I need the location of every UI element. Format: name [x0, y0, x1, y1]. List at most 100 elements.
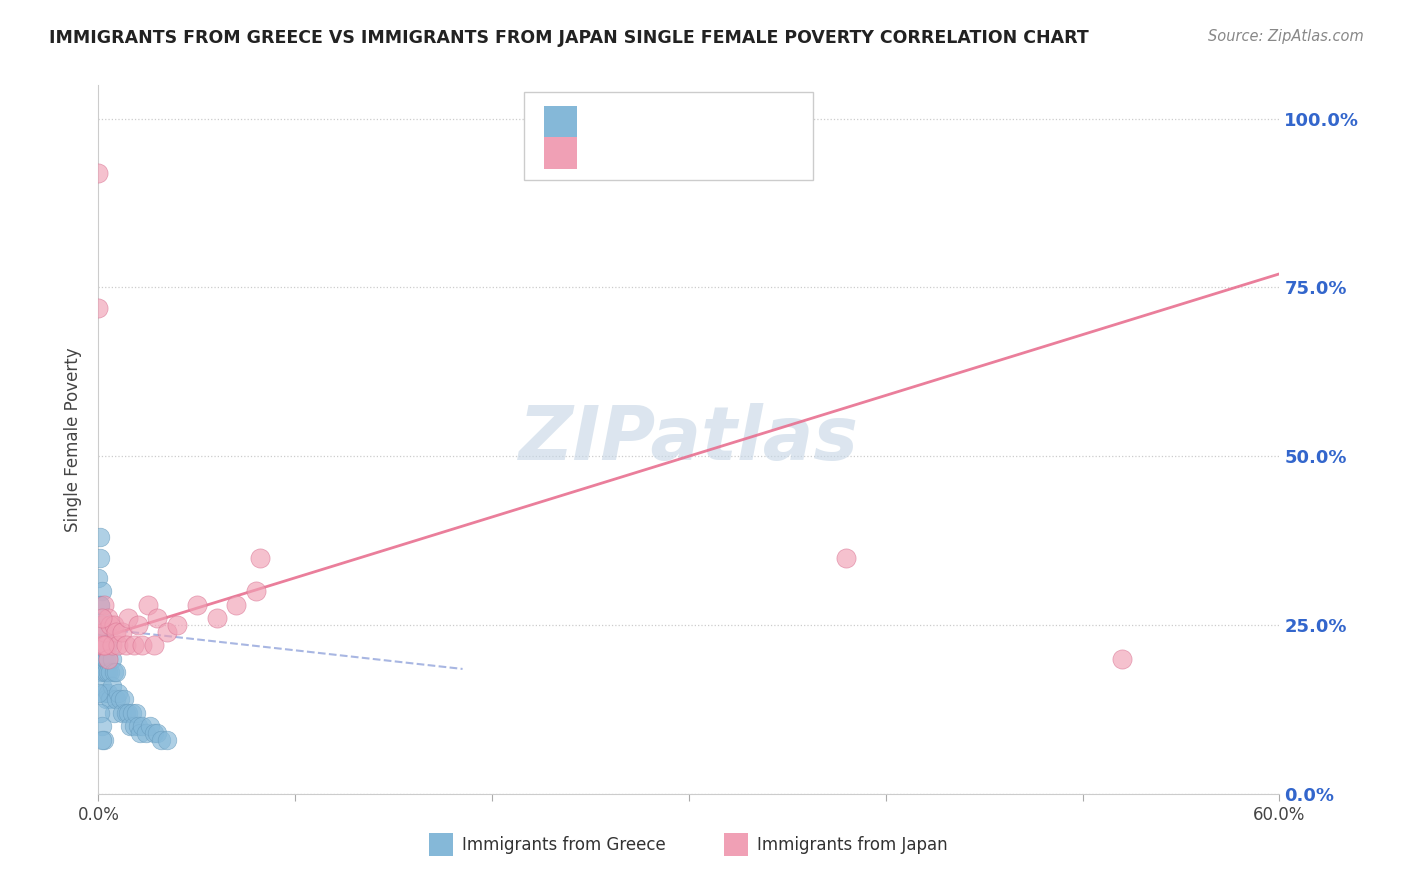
Text: IMMIGRANTS FROM GREECE VS IMMIGRANTS FROM JAPAN SINGLE FEMALE POVERTY CORRELATIO: IMMIGRANTS FROM GREECE VS IMMIGRANTS FRO…: [49, 29, 1090, 47]
Point: [131, 638, 153, 652]
Point: [97, 611, 120, 625]
Point: [98, 665, 121, 680]
Point: [97, 652, 120, 666]
Point: [111, 624, 134, 639]
Point: [89, 598, 111, 612]
Point: [97, 665, 120, 680]
Point: [96, 692, 118, 706]
Bar: [724, 833, 748, 855]
Point: [136, 598, 159, 612]
Point: [93, 598, 115, 612]
Point: [245, 584, 267, 599]
Text: N =: N =: [669, 112, 723, 132]
Point: [105, 665, 128, 680]
Point: [138, 719, 160, 733]
Point: [96, 665, 118, 680]
Text: -0.145: -0.145: [627, 112, 695, 132]
Text: Immigrants from Greece: Immigrants from Greece: [463, 836, 666, 854]
Point: [150, 732, 173, 747]
Point: [96, 638, 118, 652]
Point: [87, 638, 110, 652]
Point: [91, 638, 114, 652]
Point: [1111, 652, 1133, 666]
Point: [89, 638, 111, 652]
Point: [156, 624, 179, 639]
Point: [146, 611, 169, 625]
Point: [87, 301, 110, 315]
Point: [103, 706, 125, 720]
Point: [166, 618, 188, 632]
Point: [91, 618, 114, 632]
Point: [205, 611, 228, 625]
Point: [93, 665, 115, 680]
Point: [87, 571, 110, 585]
Point: [89, 638, 111, 652]
Y-axis label: Single Female Poverty: Single Female Poverty: [65, 347, 83, 532]
Point: [89, 530, 111, 544]
Bar: [544, 137, 576, 169]
Point: [89, 665, 111, 680]
Text: 60: 60: [723, 112, 748, 132]
Point: [89, 624, 111, 639]
Point: [111, 706, 134, 720]
Point: [142, 726, 165, 740]
Point: [115, 706, 138, 720]
Point: [97, 652, 120, 666]
Point: [97, 638, 120, 652]
Point: [93, 685, 115, 699]
Point: [127, 618, 149, 632]
Text: Immigrants from Japan: Immigrants from Japan: [758, 836, 948, 854]
Point: [117, 706, 139, 720]
Point: [101, 679, 124, 693]
Point: [91, 679, 114, 693]
Point: [122, 719, 145, 733]
Point: [105, 692, 128, 706]
Point: [225, 598, 247, 612]
Point: [91, 584, 114, 599]
Text: R =: R =: [586, 112, 627, 132]
Point: [93, 624, 115, 639]
Point: [89, 652, 111, 666]
Point: [101, 638, 124, 652]
Point: [249, 550, 271, 565]
Point: [98, 692, 121, 706]
Point: [131, 719, 153, 733]
Point: [118, 719, 141, 733]
Point: [101, 652, 124, 666]
Point: [103, 618, 125, 632]
Point: [93, 624, 115, 639]
Point: [107, 638, 129, 652]
Point: [89, 598, 111, 612]
Text: 0.371: 0.371: [627, 144, 693, 163]
Point: [122, 638, 145, 652]
Point: [91, 611, 114, 625]
Bar: [544, 106, 576, 138]
Point: [93, 732, 115, 747]
Point: [91, 638, 114, 652]
Point: [89, 550, 111, 565]
Point: [128, 726, 150, 740]
Bar: [429, 833, 453, 855]
Point: [135, 726, 157, 740]
Point: [146, 726, 169, 740]
Point: [105, 624, 128, 639]
Text: R =: R =: [586, 144, 627, 163]
Point: [87, 685, 110, 699]
Point: [91, 719, 114, 733]
Point: [91, 652, 114, 666]
Point: [156, 732, 179, 747]
Point: [108, 692, 131, 706]
Point: [91, 611, 114, 625]
Point: [115, 638, 138, 652]
Point: [186, 598, 208, 612]
Point: [117, 611, 139, 625]
Point: [103, 665, 125, 680]
Point: [96, 638, 118, 652]
Point: [97, 685, 120, 699]
Point: [125, 706, 148, 720]
Point: [835, 550, 858, 565]
FancyBboxPatch shape: [523, 92, 813, 180]
Point: [96, 652, 118, 666]
Point: [87, 165, 110, 179]
Text: N =: N =: [669, 144, 723, 163]
